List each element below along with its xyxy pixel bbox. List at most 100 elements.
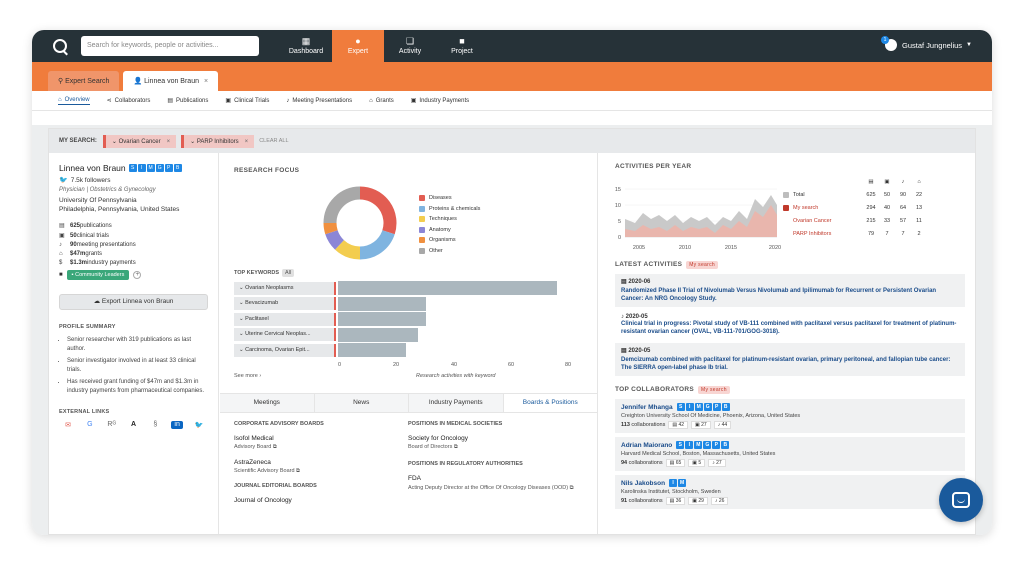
academia-icon[interactable]: A <box>130 421 137 428</box>
y-tick: 10 <box>615 203 621 209</box>
subnav-meeting-presentations[interactable]: ♪ Meeting Presentations <box>286 97 353 104</box>
axis-tick: 0 <box>338 362 342 368</box>
tab-news[interactable]: News <box>314 394 409 412</box>
tab-meetings[interactable]: Meetings <box>220 394 315 412</box>
tab-person[interactable]: 👤 Linnea von Braun × <box>123 71 219 91</box>
section-title: CORPORATE ADVISORY BOARDS <box>234 421 324 427</box>
collaborator-affiliation: Harvard Medical School, Boston, Massachu… <box>621 451 776 457</box>
checkbox[interactable] <box>783 204 789 211</box>
table-header: ▤ ▣ ♪ ⌂ <box>783 175 927 188</box>
subnav-industry-payments[interactable]: ▣ Industry Payments <box>410 97 470 105</box>
tab-boards-positions[interactable]: Boards & Positions <box>503 394 598 412</box>
profile-role: Physician | Obstetrics & Gynecology <box>59 187 156 193</box>
board-role[interactable]: Acting Deputy Director at the Office Of … <box>408 485 574 491</box>
board-role[interactable]: Board of Directors ⧉ <box>408 444 458 450</box>
donut-slice[interactable] <box>323 186 361 224</box>
keyword-row[interactable]: ⌄ Carcinoma, Ovarian Epit... <box>234 343 407 357</box>
google-scholar-icon[interactable]: G <box>87 421 93 428</box>
grid-icon: ▦ <box>301 36 311 46</box>
nav-dashboard[interactable]: ▦ Dashboard <box>280 30 332 62</box>
see-more-link[interactable]: See more › <box>234 373 262 379</box>
research-focus-title: RESEARCH FOCUS <box>234 167 300 174</box>
subnav-clinical-trials[interactable]: ▣ Clinical Trials <box>225 97 270 105</box>
collaborator-item[interactable]: Jennifer Mhanga S I M G P B Creighton Universi… <box>615 399 965 433</box>
keyword-row[interactable]: ⌄ Paclitaxel <box>234 312 427 326</box>
activity-item[interactable]: ▤ 2020-06 Randomized Phase II Trial of N… <box>615 274 965 307</box>
collaborator-list: Jennifer Mhanga S I M G P B Creighton Universi… <box>615 399 965 509</box>
collaborator-item[interactable]: Nils Jakobson I M Karolinska Institutet, S… <box>615 475 965 509</box>
axis-tick: 20 <box>393 362 400 368</box>
x-tick: 2010 <box>679 245 691 251</box>
legend-swatch <box>419 195 425 201</box>
close-icon[interactable]: × <box>166 138 171 145</box>
tab-bar: ⚲ Expert Search 👤 Linnea von Braun × <box>32 62 992 91</box>
mic-icon: ♪ <box>621 314 626 320</box>
search-chip[interactable]: ⌄ Ovarian Cancer × <box>102 134 177 148</box>
profile-org: University Of Pennsylvania <box>59 197 137 204</box>
donut-slice[interactable] <box>359 186 397 235</box>
activity-item[interactable]: ▤ 2020-05 Demcizumab combined with pacli… <box>615 343 965 376</box>
twitter-icon[interactable]: 🐦 <box>194 422 204 429</box>
collaborator-counts: 94 collaborations ▤ 65 ▣ 5 ♪ 27 <box>621 459 959 467</box>
close-icon[interactable]: × <box>204 78 209 85</box>
all-filter[interactable]: All <box>282 269 295 277</box>
search-chip[interactable]: ⌄ PARP Inhibitors × <box>181 134 255 148</box>
y-tick: 0 <box>618 235 621 241</box>
semantic-scholar-icon[interactable]: § <box>153 421 158 428</box>
export-button[interactable]: ☁ Export Linnea von Braun <box>59 294 208 310</box>
collaborator-name[interactable]: Adrian Maiorano <box>621 441 673 449</box>
nav-activity[interactable]: ❏ Activity <box>384 30 436 62</box>
activities-column: ACTIVITIES PER YEAR 15 10 5 0 2005 2010 … <box>599 153 977 534</box>
publications-tag: ▤ 42 <box>668 421 689 429</box>
doc-icon: ▤ <box>621 348 629 354</box>
chat-button[interactable] <box>939 478 983 522</box>
nav-project[interactable]: ■ Project <box>436 30 488 62</box>
keyword-row[interactable]: ⌄ Uterine Cervical Neoplas... <box>234 327 418 342</box>
subnav-grants[interactable]: ⌂ Grants <box>369 97 394 104</box>
subnav-overview[interactable]: ⌂ Overview <box>58 96 90 105</box>
keyword-row[interactable]: ⌄ Ovarian Neoplasms <box>234 281 558 295</box>
keyword-row[interactable]: ⌄ Bevacizumab <box>234 296 427 311</box>
table-row[interactable]: Total 625 50 90 22 <box>783 188 927 201</box>
board-name: FDA <box>408 475 421 482</box>
collaborator-name[interactable]: Nils Jakobson <box>621 479 666 487</box>
board-role[interactable]: Advisory Board ⧉ <box>234 444 277 450</box>
researchgate-icon[interactable]: Rᴳ <box>107 421 116 428</box>
pill: G <box>703 403 712 411</box>
collaborator-item[interactable]: Adrian Maiorano S I M G P B Harvard Medical Sc… <box>615 437 965 471</box>
table-row[interactable]: Ovarian Cancer 215 33 57 11 <box>793 217 922 224</box>
legend-swatch <box>419 205 425 212</box>
close-icon[interactable]: × <box>244 138 249 145</box>
pill: S <box>128 164 137 172</box>
my-search-bar: MY SEARCH: ⌄ Ovarian Cancer × ⌄ PARP Inhi… <box>49 129 975 153</box>
pill: S <box>676 441 685 449</box>
bank-icon: ⌂ <box>59 251 63 257</box>
tab-expert-search[interactable]: ⚲ Expert Search <box>48 71 120 91</box>
board-name: Journal of Oncology <box>234 497 292 504</box>
linkedin-icon[interactable]: in <box>171 421 184 429</box>
app-logo-icon[interactable] <box>53 39 67 53</box>
nav-expert[interactable]: ● Expert <box>332 30 384 62</box>
global-search-input[interactable]: Search for keywords, people or activitie… <box>81 36 259 56</box>
mic-icon: ♪ <box>901 178 905 185</box>
latest-activities: LATEST ACTIVITIES My search ▤ 2020-06 Ran… <box>615 261 965 513</box>
board-role[interactable]: Scientific Advisory Board ⧉ <box>234 468 300 474</box>
donut-slice[interactable] <box>325 229 345 250</box>
collaborator-name[interactable]: Jennifer Mhanga <box>621 403 673 411</box>
community-tag[interactable]: ▪ Community Leaders <box>66 270 130 280</box>
user-menu[interactable]: 1 Gustaf Jungnelius ▼ <box>881 36 972 51</box>
clear-all-button[interactable]: CLEAR ALL <box>259 138 289 144</box>
followers[interactable]: 🐦 7.5k followers <box>59 176 111 185</box>
donut-slice[interactable] <box>323 222 338 235</box>
subnav-publications[interactable]: ▤ Publications <box>167 97 209 105</box>
add-tag-button[interactable]: + <box>133 271 142 279</box>
pill: G <box>703 441 712 449</box>
email-icon[interactable]: ✉ <box>65 422 71 429</box>
table-row[interactable]: PARP Inhibitors 79 7 7 2 <box>793 230 921 237</box>
donut-slice[interactable] <box>335 239 361 260</box>
tab-industry-payments[interactable]: Industry Payments <box>409 394 504 412</box>
table-row[interactable]: My search 294 40 64 13 <box>783 201 927 214</box>
activity-item[interactable]: ♪ 2020-05 Clinical trial in progress: Pi… <box>621 314 957 335</box>
subnav-collaborators[interactable]: ⋖ Collaborators <box>106 97 151 105</box>
donut-slice[interactable] <box>359 229 395 260</box>
